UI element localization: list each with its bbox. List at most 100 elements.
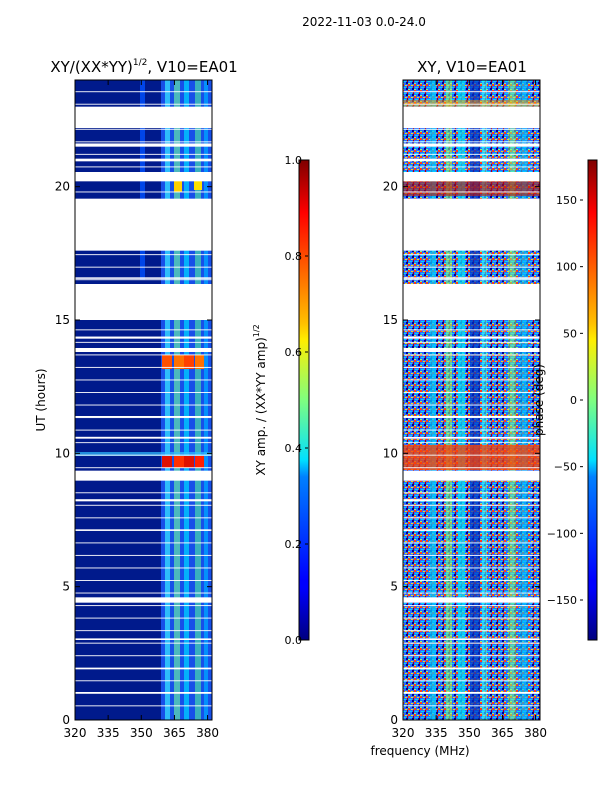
scan-gap-line [75,354,212,356]
scan-gap-line [403,329,540,331]
phase-band-6 [508,80,516,720]
flagged-time-row [403,416,540,418]
amplitude-band-e [204,80,208,720]
amplitude-band-b [174,80,180,720]
colorbar-tick-label: 0.6 [285,346,303,359]
amplitude-hotspot-5 [162,355,172,369]
x-tick-label: 350 [458,726,481,740]
scan-gap-line [403,655,540,657]
colorbar-tick-label: −150 [547,594,577,607]
scan-gap-line [403,529,540,531]
scan-gap-line [403,103,540,105]
flagged-time-row [403,106,540,128]
scan-gap-line [403,467,540,469]
x-tick-label: 365 [163,726,186,740]
flagged-time-row [403,198,540,251]
flagged-time-row [403,277,540,279]
colorbar-tick-label: 50 [563,327,577,340]
x-tick-label: 320 [392,726,415,740]
colorbar-tick-label: −50 [554,461,577,474]
amplitude-panel-title: XY/(XX*YY)1/2, V10=EA01 [50,58,237,76]
scan-gap-line [75,417,212,419]
scan-gap-line [75,379,212,381]
phase-panel-title: XY, V10=EA01 [417,58,527,76]
scan-gap-line [403,178,540,180]
scan-gap-line [403,128,540,130]
scan-gap-line [403,642,540,644]
flagged-time-row [403,597,540,603]
scan-gap-line [75,291,212,293]
scan-gap-line [403,354,540,356]
amplitude-hotspot-3 [184,456,194,468]
y-tick-label: 10 [383,446,398,460]
flagged-time-row [75,198,212,251]
amplitude-colorbar: 0.0 0.2 0.4 0.6 0.8 1.0 XY amp. / (XX*YY amp)… [252,154,310,647]
flagged-time-row [75,416,212,418]
scan-gap-line [75,392,212,393]
scan-gap-line [403,454,540,456]
y-tick-label: 20 [383,180,398,194]
scan-gap-line [403,605,540,607]
flagged-time-row [403,284,540,320]
scan-gap-line [75,316,212,318]
scan-gap-line [403,567,540,569]
amplitude-band-c [184,80,189,720]
scan-gap-line [75,580,212,581]
phase-band-1 [430,80,436,720]
scan-gap-line [75,667,212,669]
scan-gap-line [403,580,540,581]
phase-axes-frame [402,79,541,721]
scan-gap-line [75,617,212,619]
flagged-time-row [75,499,212,502]
x-tick-label: 335 [425,726,448,740]
scan-gap-line [75,442,212,444]
scan-gap-line [75,266,212,268]
phase-heatmap [403,80,540,720]
scan-gap-line [403,341,540,343]
amplitude-axes-frame [74,79,213,721]
scan-gap-line [75,178,212,180]
scan-gap-line [75,492,212,494]
scan-gap-line [403,316,540,318]
colorbar-tick-label: 100 [556,261,577,274]
colorbar-tick-label: 0.4 [285,442,303,455]
scan-gap-line [403,554,540,556]
flagged-time-row [403,692,540,694]
scan-gap-line [403,304,540,306]
scan-gap-line [75,592,212,594]
scan-gap-line [403,216,540,218]
scan-gap-line [403,542,540,544]
colorbar-label-sup: 1/2 [252,324,261,337]
scan-gap-line [403,116,540,118]
scan-gap-line [75,128,212,130]
phase-band-7 [520,80,528,720]
x-tick-label: 365 [491,726,514,740]
phase-band-3 [458,80,465,720]
colorbar-tick-label: 150 [556,194,577,207]
flagged-time-row [403,143,540,147]
scan-gap-line [75,692,212,694]
y-tick-label: 5 [390,580,398,594]
scan-gap-line [403,366,540,368]
phase-xlabel: frequency (MHz) [370,744,469,758]
scan-gap-line [75,680,212,682]
scan-gap-line [75,605,212,607]
scan-gap-line [75,467,212,469]
flagged-time-row [75,692,212,694]
scan-gap-line [75,304,212,306]
scan-gap-line [75,705,212,707]
phase-band-5 [482,80,487,720]
flagged-time-row [403,158,540,162]
flagged-time-row [75,597,212,603]
amplitude-hotspot-9 [174,180,182,192]
x-tick-label: 380 [196,726,219,740]
colorbar-tick-label: −100 [547,527,577,540]
colorbar-tick-label: 1.0 [285,154,303,167]
y-tick-label: 15 [55,313,70,327]
scan-gap-line [75,554,212,556]
scan-gap-line [403,291,540,293]
phase-warm-band-3 [403,100,540,110]
scan-gap-line [403,705,540,707]
scan-gap-line [403,617,540,619]
scan-gap-line [75,542,212,544]
